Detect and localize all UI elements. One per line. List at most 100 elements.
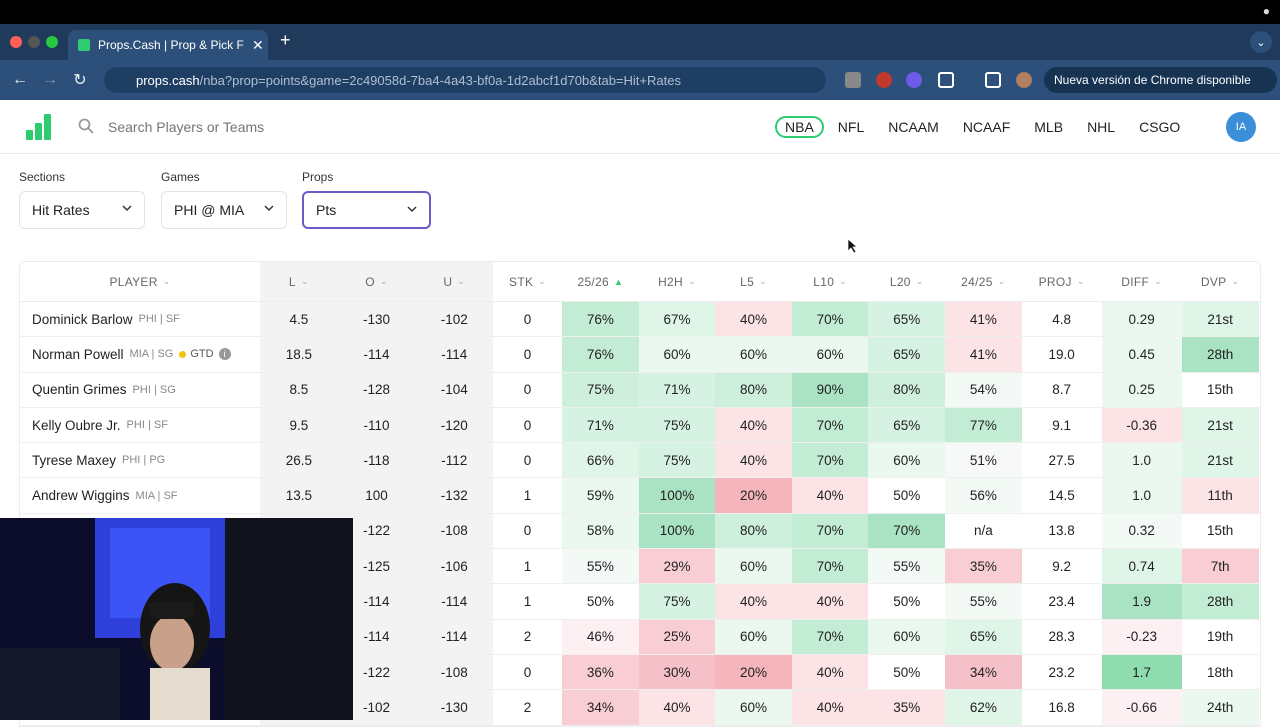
column-header-dvp[interactable]: DVP ⌄ — [1182, 262, 1259, 301]
column-header-diff[interactable]: DIFF ⌄ — [1102, 262, 1182, 301]
league-tab-nfl[interactable]: NFL — [837, 119, 865, 135]
league-tab-nba[interactable]: NBA — [775, 116, 824, 138]
sort-icon: ⌄ — [997, 276, 1006, 286]
player-cell[interactable]: Quentin Grimes PHI | SG — [20, 373, 260, 407]
column-header-proj[interactable]: PROJ ⌄ — [1022, 262, 1102, 301]
player-name[interactable]: Quentin Grimes — [32, 382, 127, 398]
league-tab-ncaaf[interactable]: NCAAF — [962, 119, 1011, 135]
chrome-update-button[interactable]: Nueva versión de Chrome disponible — [1044, 67, 1277, 93]
chevron-down-icon — [264, 205, 274, 212]
cell-h2h: 100% — [638, 513, 716, 549]
maximize-window-icon[interactable] — [46, 36, 58, 48]
reload-icon[interactable]: ↻ — [73, 72, 87, 89]
cell-l5: 20% — [715, 478, 792, 513]
player-cell[interactable]: Norman Powell MIA | SG GTD i — [20, 337, 260, 371]
cell-l20: 80% — [868, 372, 946, 407]
player-name[interactable]: Kelly Oubre Jr. — [32, 417, 121, 433]
cell-u: -114 — [415, 619, 494, 654]
table-row[interactable]: -114 -114 1 50% 75% 40% 40% 50% 55% 23.4 1.9 28th — [20, 584, 1260, 620]
extensions-puzzle-icon[interactable] — [938, 72, 954, 88]
table-row[interactable]: Andrew Wiggins MIA | SF 13.5 100 -132 1 59% 100… — [20, 478, 1260, 514]
cell-o: -110 — [337, 407, 416, 443]
column-header-player[interactable]: PLAYER ⌄ — [20, 262, 260, 301]
cell-l10: 40% — [791, 478, 869, 513]
player-name[interactable]: Andrew Wiggins — [32, 488, 130, 504]
close-tab-icon[interactable]: ✕ — [252, 36, 264, 53]
cell-diff: 1.7 — [1101, 654, 1182, 690]
table-row[interactable]: Kelly Oubre Jr. PHI | SF 9.5 -110 -120 0 71% 75… — [20, 407, 1260, 444]
player-cell[interactable]: Tyrese Maxey PHI | PG — [20, 443, 260, 477]
update-label: Nueva versión de Chrome disponible — [1054, 73, 1251, 87]
player-cell[interactable]: Andrew Wiggins MIA | SF — [20, 478, 260, 512]
player-cell[interactable]: Dominick Barlow PHI | SF — [20, 302, 260, 336]
league-tab-mlb[interactable]: MLB — [1034, 119, 1064, 135]
column-header-l20[interactable]: L20 ⌄ — [868, 262, 945, 301]
column-header-l10[interactable]: L10 ⌄ — [792, 262, 869, 301]
league-tab-csgo[interactable]: CSGO — [1139, 119, 1181, 135]
tab-title: Props.Cash | Prop & Pick Finder — [98, 38, 244, 52]
cell-2425: 34% — [945, 654, 1022, 690]
close-window-icon[interactable] — [10, 36, 22, 48]
column-header-stk[interactable]: STK ⌄ — [493, 262, 562, 301]
extension-icon[interactable] — [906, 72, 922, 88]
logo-icon[interactable] — [26, 114, 52, 140]
avatar[interactable]: IA — [1226, 112, 1256, 142]
cell-l20: 65% — [868, 302, 946, 337]
minimize-window-icon[interactable] — [28, 36, 40, 48]
league-tab-ncaam[interactable]: NCAAM — [888, 119, 939, 135]
column-header-2425[interactable]: 24/25 ⌄ — [945, 262, 1022, 301]
player-name[interactable]: Dominick Barlow — [32, 311, 133, 327]
sections-value: Hit Rates — [32, 202, 90, 218]
tab-search-icon[interactable]: ⌄ — [1250, 31, 1272, 53]
league-tab-nhl[interactable]: NHL — [1087, 119, 1116, 135]
cell-h2h: 25% — [638, 619, 716, 654]
extension-icon[interactable] — [845, 72, 861, 88]
cell-2425: 65% — [945, 619, 1022, 654]
table-row[interactable]: Quentin Grimes PHI | SG 8.5 -128 -104 0 75% 71%… — [20, 372, 1260, 408]
games-select[interactable]: PHI @ MIA — [161, 191, 287, 229]
cell-dvp: 7th — [1181, 549, 1259, 584]
table-row[interactable]: Tyrese Maxey PHI | PG 26.5 -118 -112 0 66% 75% 4… — [20, 443, 1260, 479]
info-icon[interactable]: i — [218, 348, 231, 361]
player-name[interactable]: Tyrese Maxey — [32, 452, 117, 468]
media-control-icon[interactable] — [985, 72, 1001, 88]
profile-icon[interactable] — [1016, 72, 1032, 88]
column-header-o[interactable]: O ⌄ — [337, 262, 416, 301]
sections-select[interactable]: Hit Rates — [19, 191, 145, 229]
cell-u: -112 — [415, 443, 494, 478]
props-select[interactable]: Pts — [302, 191, 431, 229]
cell-l20: 55% — [868, 549, 946, 584]
back-icon[interactable]: ← — [12, 71, 28, 88]
cell-h2h: 71% — [638, 372, 716, 407]
url-path: /nba?prop=points&game=2c49058d-7ba4-4a43… — [199, 72, 681, 88]
search-input[interactable] — [108, 116, 408, 138]
cell-l10: 40% — [791, 584, 869, 619]
cell-stk: 0 — [523, 382, 532, 398]
column-header-2526[interactable]: 25/26 ▲ — [562, 262, 639, 301]
new-tab-icon[interactable]: + — [280, 30, 291, 50]
cell-2425: 54% — [945, 372, 1022, 407]
menu-dots-icon[interactable]: ● — [1262, 4, 1270, 18]
cell-l: 18.5 — [260, 337, 338, 372]
browser-tab[interactable]: Props.Cash | Prop & Pick Finder ✕ — [68, 30, 268, 60]
column-header-u[interactable]: U ⌄ — [415, 262, 494, 301]
cell-diff: 1.9 — [1101, 584, 1182, 619]
column-header-l5[interactable]: L5 ⌄ — [715, 262, 792, 301]
sort-icon: ⌄ — [839, 276, 848, 286]
cell-stk: 0 — [523, 417, 532, 433]
column-header-label: STK — [509, 274, 534, 289]
cell-2425: 56% — [945, 478, 1022, 513]
extension-icon[interactable] — [876, 72, 892, 88]
table-row[interactable]: Dominick Barlow PHI | SF 4.5 -130 -102 0 76% 67… — [20, 302, 1260, 338]
cell-u: -108 — [415, 513, 494, 549]
column-header-l[interactable]: L ⌄ — [260, 262, 338, 301]
column-header-label: PROJ — [1038, 274, 1072, 289]
player-name[interactable]: Norman Powell — [32, 346, 124, 362]
cell-l: 26.5 — [260, 443, 338, 478]
forward-icon[interactable]: → — [42, 71, 58, 88]
table-row[interactable]: Norman Powell MIA | SG GTD i 18.5 -114 -114 0 76… — [20, 337, 1260, 373]
column-header-h2h[interactable]: H2H ⌄ — [639, 262, 716, 301]
player-cell[interactable]: Kelly Oubre Jr. PHI | SF — [20, 408, 260, 442]
url-field[interactable]: props.cash/nba?prop=points&game=2c49058d… — [104, 67, 826, 93]
cell-o: -114 — [337, 337, 416, 372]
